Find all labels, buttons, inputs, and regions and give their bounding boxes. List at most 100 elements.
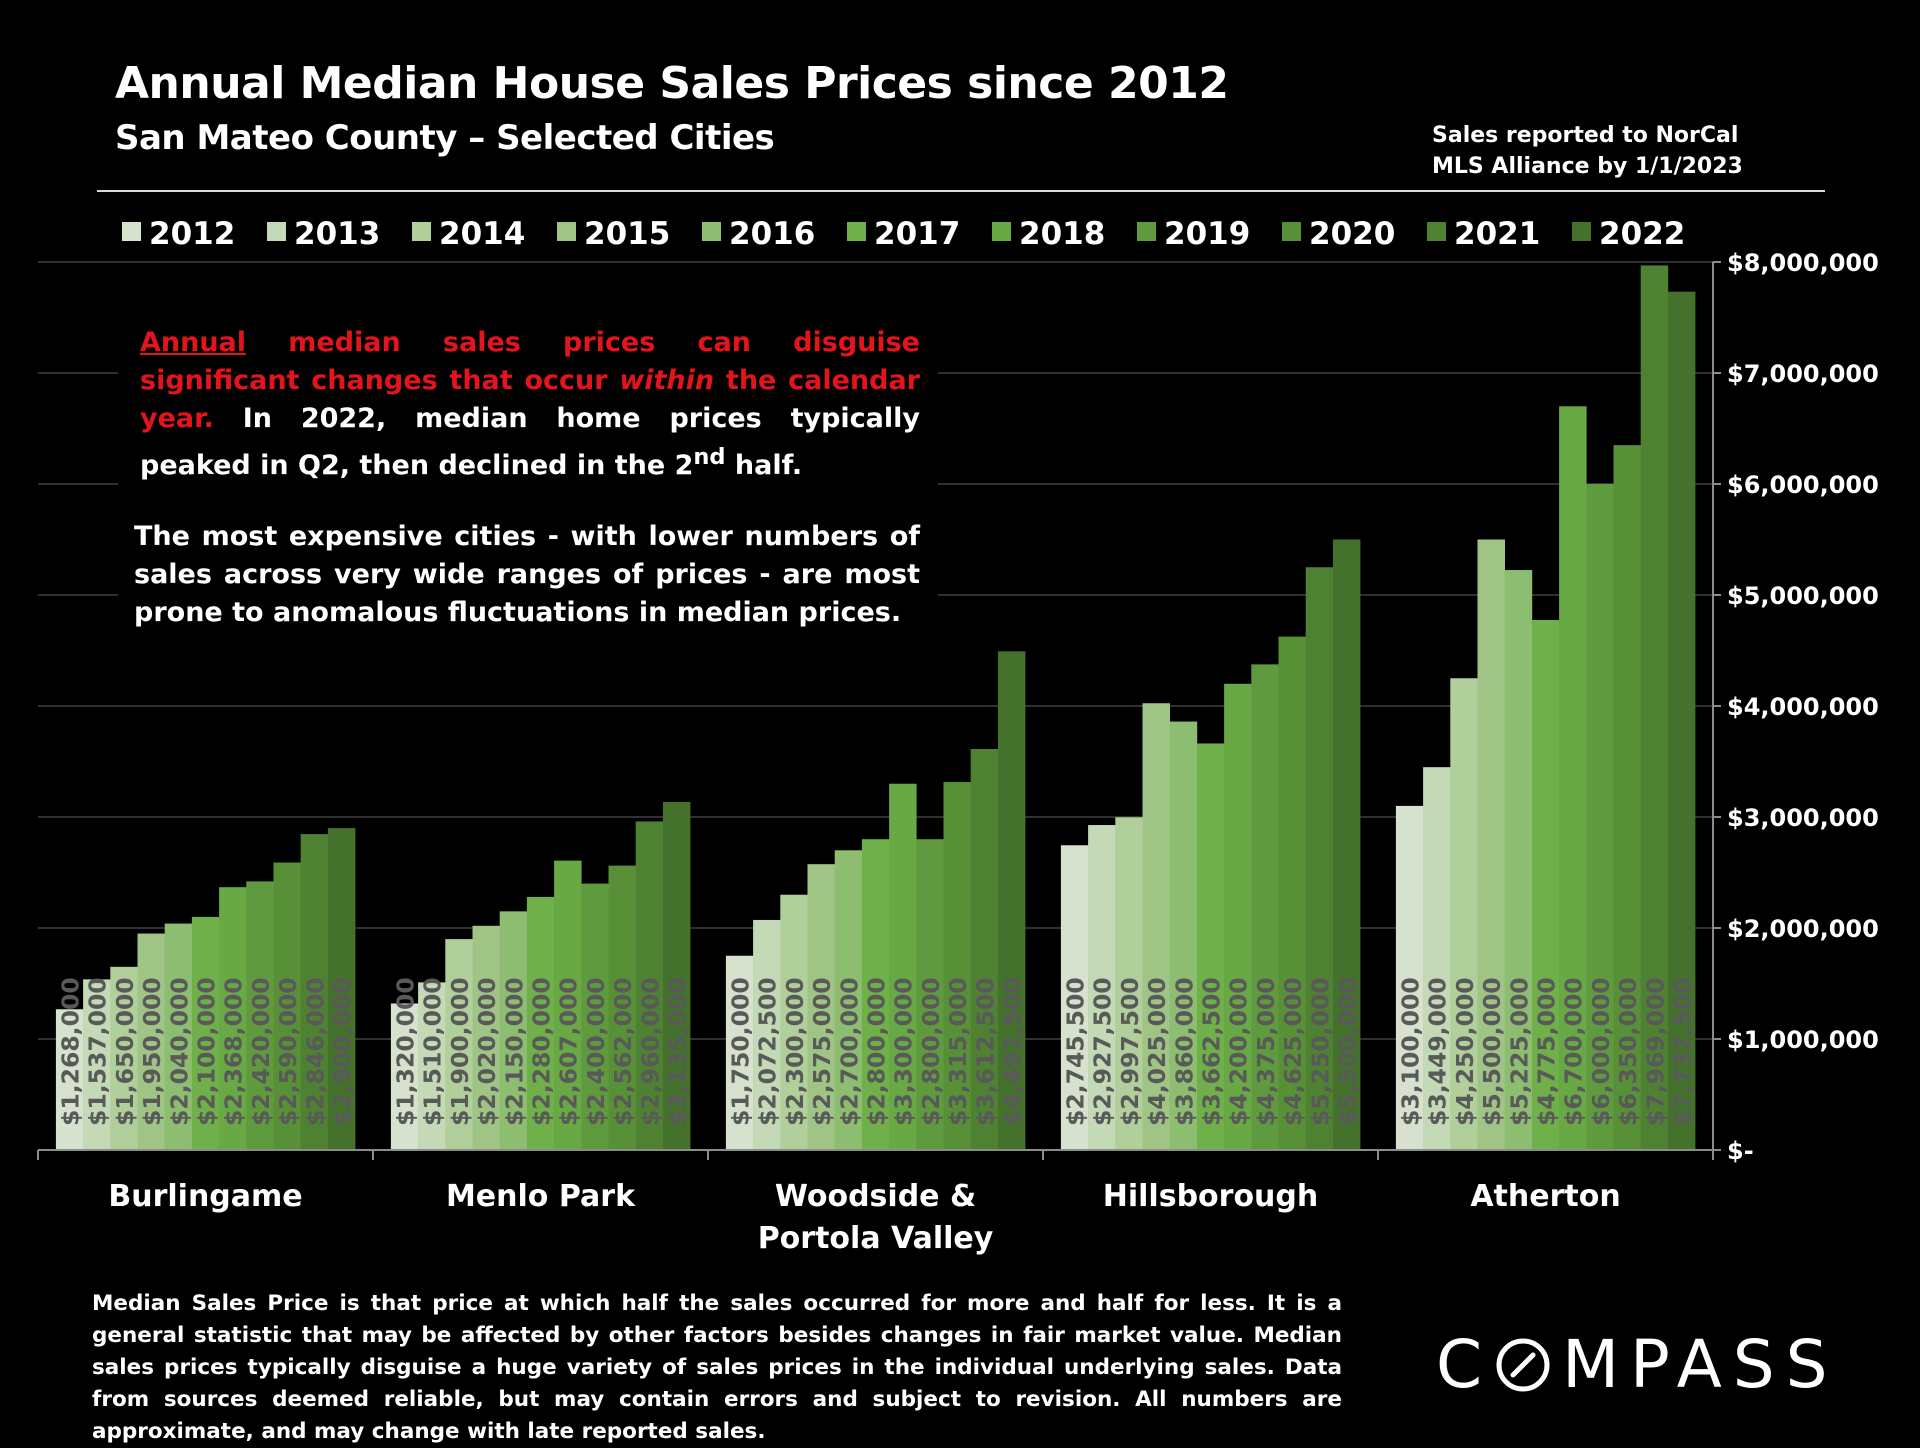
bar-value-label: $2,745,500 bbox=[1062, 977, 1090, 1126]
bar-2012 bbox=[390, 1003, 419, 1150]
x-category-label: Atherton bbox=[1470, 1179, 1620, 1214]
y-tick-label: $2,000,000 bbox=[1727, 915, 1879, 943]
bar-2019 bbox=[916, 839, 944, 1150]
title-divider bbox=[97, 190, 1825, 192]
bar-2014 bbox=[445, 939, 473, 1150]
legend-swatch-2012 bbox=[122, 222, 141, 241]
y-tick-label: $8,000,000 bbox=[1727, 249, 1879, 277]
bar-value-label: $2,020,000 bbox=[473, 977, 501, 1126]
bar-2021 bbox=[970, 749, 999, 1150]
bar-2017 bbox=[1531, 619, 1560, 1150]
x-category-label: Menlo Park bbox=[446, 1179, 636, 1214]
bar-value-label: $2,846,000 bbox=[301, 977, 329, 1126]
bar-value-label: $1,950,000 bbox=[138, 977, 166, 1126]
bar-value-label: $2,300,000 bbox=[781, 977, 809, 1126]
bar-2018 bbox=[1559, 406, 1587, 1150]
callout-red-text-b: the calendar year. bbox=[140, 365, 921, 434]
data-labels: $1,268,000 $1,537,000 $1,650,000 $1,950,000… bbox=[57, 977, 1697, 1126]
bar-2020 bbox=[608, 865, 636, 1150]
legend-label-2021: 2021 bbox=[1454, 216, 1540, 252]
callout-white-text-b: half. bbox=[725, 450, 803, 481]
axes: $- $1,000,000 $2,000,000 $3,000,000 $4,000,0… bbox=[37, 249, 1879, 1256]
bar-value-label: $5,225,000 bbox=[1505, 977, 1533, 1126]
bar-value-label: $5,500,000 bbox=[1334, 977, 1362, 1126]
legend-swatch-2021 bbox=[1427, 222, 1446, 241]
bar-2022 bbox=[997, 651, 1026, 1150]
bar-2013 bbox=[753, 919, 781, 1150]
source-note-line-1: Sales reported to NorCal bbox=[1432, 123, 1739, 148]
bar-value-label: $7,732,500 bbox=[1669, 977, 1697, 1126]
bar-2021 bbox=[300, 834, 329, 1150]
chart-subtitle: San Mateo County – Selected Cities bbox=[115, 118, 775, 158]
bar-value-label: $2,420,000 bbox=[247, 977, 275, 1126]
bar-2016 bbox=[834, 850, 863, 1150]
bar-2016 bbox=[499, 911, 528, 1150]
y-tick-label: $6,000,000 bbox=[1727, 471, 1879, 499]
bar-value-label: $2,040,000 bbox=[165, 977, 193, 1126]
callout-white-text-a: In 2022, median home prices typically pe… bbox=[140, 403, 920, 481]
bar-2017 bbox=[861, 839, 890, 1150]
bar-2021 bbox=[1305, 567, 1334, 1150]
callout-red-underlined: Annual bbox=[140, 327, 247, 358]
bar-value-label: $4,200,000 bbox=[1225, 977, 1253, 1126]
bar-value-label: $2,590,000 bbox=[274, 977, 302, 1126]
bar-value-label: $4,375,000 bbox=[1252, 977, 1280, 1126]
callout-red-text-a: median sales prices can disguise signifi… bbox=[140, 327, 920, 396]
callout-superscript: nd bbox=[693, 444, 726, 470]
y-tick-label: $- bbox=[1727, 1137, 1754, 1165]
y-tick-label: $5,000,000 bbox=[1727, 582, 1879, 610]
bar-2013 bbox=[418, 982, 446, 1150]
bar-2020 bbox=[943, 782, 971, 1150]
compass-logo: C MPASS bbox=[1436, 1326, 1839, 1403]
bar-2022 bbox=[662, 802, 691, 1150]
legend-swatch-2017 bbox=[847, 222, 866, 241]
bar-2020 bbox=[1613, 445, 1641, 1150]
bar-2014 bbox=[780, 894, 808, 1150]
bar-value-label: $4,492,500 bbox=[999, 977, 1027, 1126]
bar-value-label: $4,775,000 bbox=[1533, 977, 1561, 1126]
legend-label-2019: 2019 bbox=[1164, 216, 1250, 252]
bar-2012 bbox=[55, 1009, 84, 1150]
bar-value-label: $3,860,000 bbox=[1170, 977, 1198, 1126]
logo-text-mpass: MPASS bbox=[1562, 1326, 1839, 1403]
bar-2017 bbox=[1196, 743, 1225, 1150]
footnote: Median Sales Price is that price at whic… bbox=[92, 1291, 1342, 1444]
bar-2022 bbox=[1332, 539, 1361, 1150]
bar-2018 bbox=[889, 783, 917, 1150]
bar-2021 bbox=[1640, 265, 1669, 1150]
bar-value-label: $1,510,000 bbox=[419, 977, 447, 1126]
bar-value-label: $3,612,500 bbox=[971, 977, 999, 1126]
bar-2015 bbox=[137, 933, 165, 1150]
x-category-label: Burlingame bbox=[108, 1179, 302, 1214]
bar-value-label: $6,700,000 bbox=[1560, 977, 1588, 1126]
bar-2015 bbox=[807, 864, 835, 1150]
y-tick-label: $3,000,000 bbox=[1727, 804, 1879, 832]
x-category-label: Hillsborough bbox=[1103, 1179, 1319, 1214]
bar-2014 bbox=[1115, 817, 1143, 1150]
bar-2015 bbox=[1477, 539, 1505, 1150]
bar-value-label: $3,662,500 bbox=[1198, 977, 1226, 1126]
bar-value-label: $2,800,000 bbox=[917, 977, 945, 1126]
bar-value-label: $5,250,000 bbox=[1306, 977, 1334, 1126]
bar-2017 bbox=[526, 896, 555, 1150]
bar-2016 bbox=[164, 923, 193, 1150]
compass-o-icon bbox=[1496, 1338, 1550, 1391]
legend-label-2017: 2017 bbox=[874, 216, 960, 252]
bar-2018 bbox=[554, 860, 582, 1150]
bar-value-label: $2,368,000 bbox=[220, 977, 248, 1126]
bar-2015 bbox=[472, 925, 500, 1150]
bar-value-label: $1,320,000 bbox=[392, 977, 420, 1126]
bar-2016 bbox=[1169, 721, 1198, 1150]
x-category-label: Woodside & bbox=[775, 1179, 976, 1214]
bar-chart: $1,268,000 $1,537,000 $1,650,000 $1,950,000… bbox=[37, 216, 1879, 1256]
bar-2012 bbox=[1395, 805, 1424, 1150]
callout-expensive-cities: The most expensive cities - with lower n… bbox=[118, 512, 938, 638]
bar-2014 bbox=[1450, 678, 1478, 1150]
bar-value-label: $6,350,000 bbox=[1614, 977, 1642, 1126]
bar-2018 bbox=[219, 887, 247, 1150]
bar-value-label: $2,927,500 bbox=[1089, 977, 1117, 1126]
bar-2020 bbox=[273, 862, 301, 1150]
bar-value-label: $2,607,000 bbox=[555, 977, 583, 1126]
legend-swatch-2022 bbox=[1572, 222, 1591, 241]
